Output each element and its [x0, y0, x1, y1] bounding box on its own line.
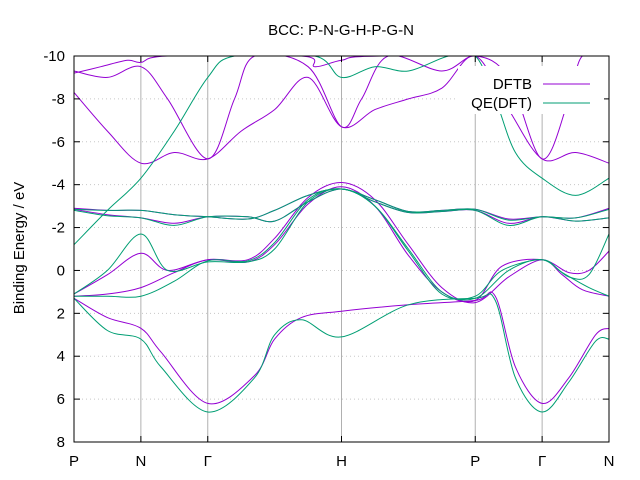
x-tick-label: P: [69, 453, 79, 470]
x-tick-label: N: [135, 453, 146, 470]
band-line: [74, 188, 609, 226]
y-tick-label: -4: [52, 177, 65, 194]
legend: DFTB QE(DFT): [458, 66, 604, 114]
band-line: [74, 56, 609, 74]
y-tick-label: -10: [43, 48, 65, 65]
y-tick-label: 2: [57, 305, 65, 322]
y-tick-label: -8: [52, 91, 65, 108]
x-tick-label: Γ: [538, 453, 546, 470]
legend-label: DFTB: [493, 76, 532, 93]
y-tick-label: -6: [52, 134, 65, 151]
y-axis-label: Binding Energy / eV: [11, 182, 28, 315]
band-line: [74, 56, 609, 246]
y-tick-label: 8: [57, 434, 65, 451]
legend-background: [458, 66, 604, 114]
legend-label: QE(DFT): [471, 95, 532, 112]
y-tick-label: 6: [57, 391, 65, 408]
band-line: [74, 56, 609, 160]
band-line: [74, 291, 609, 405]
y-axis-ticks: -10 -8 -6 -4 -2 0 2 4 6 8: [43, 48, 609, 451]
plot-area: [74, 56, 609, 413]
x-tick-label: P: [470, 453, 480, 470]
chart-title: BCC: P-N-G-H-P-G-N: [268, 22, 414, 39]
x-tick-label: Γ: [204, 453, 212, 470]
y-tick-label: 4: [57, 348, 65, 365]
series-qe-dft: [74, 56, 609, 413]
x-tick-label: H: [336, 453, 347, 470]
y-tick-label: -2: [52, 220, 65, 237]
grid-lines: [74, 56, 609, 442]
y-tick-label: 0: [57, 262, 65, 279]
x-tick-label: N: [604, 453, 615, 470]
band-line: [74, 293, 609, 413]
